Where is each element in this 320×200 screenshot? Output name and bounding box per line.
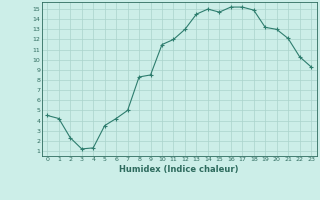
X-axis label: Humidex (Indice chaleur): Humidex (Indice chaleur) — [119, 165, 239, 174]
